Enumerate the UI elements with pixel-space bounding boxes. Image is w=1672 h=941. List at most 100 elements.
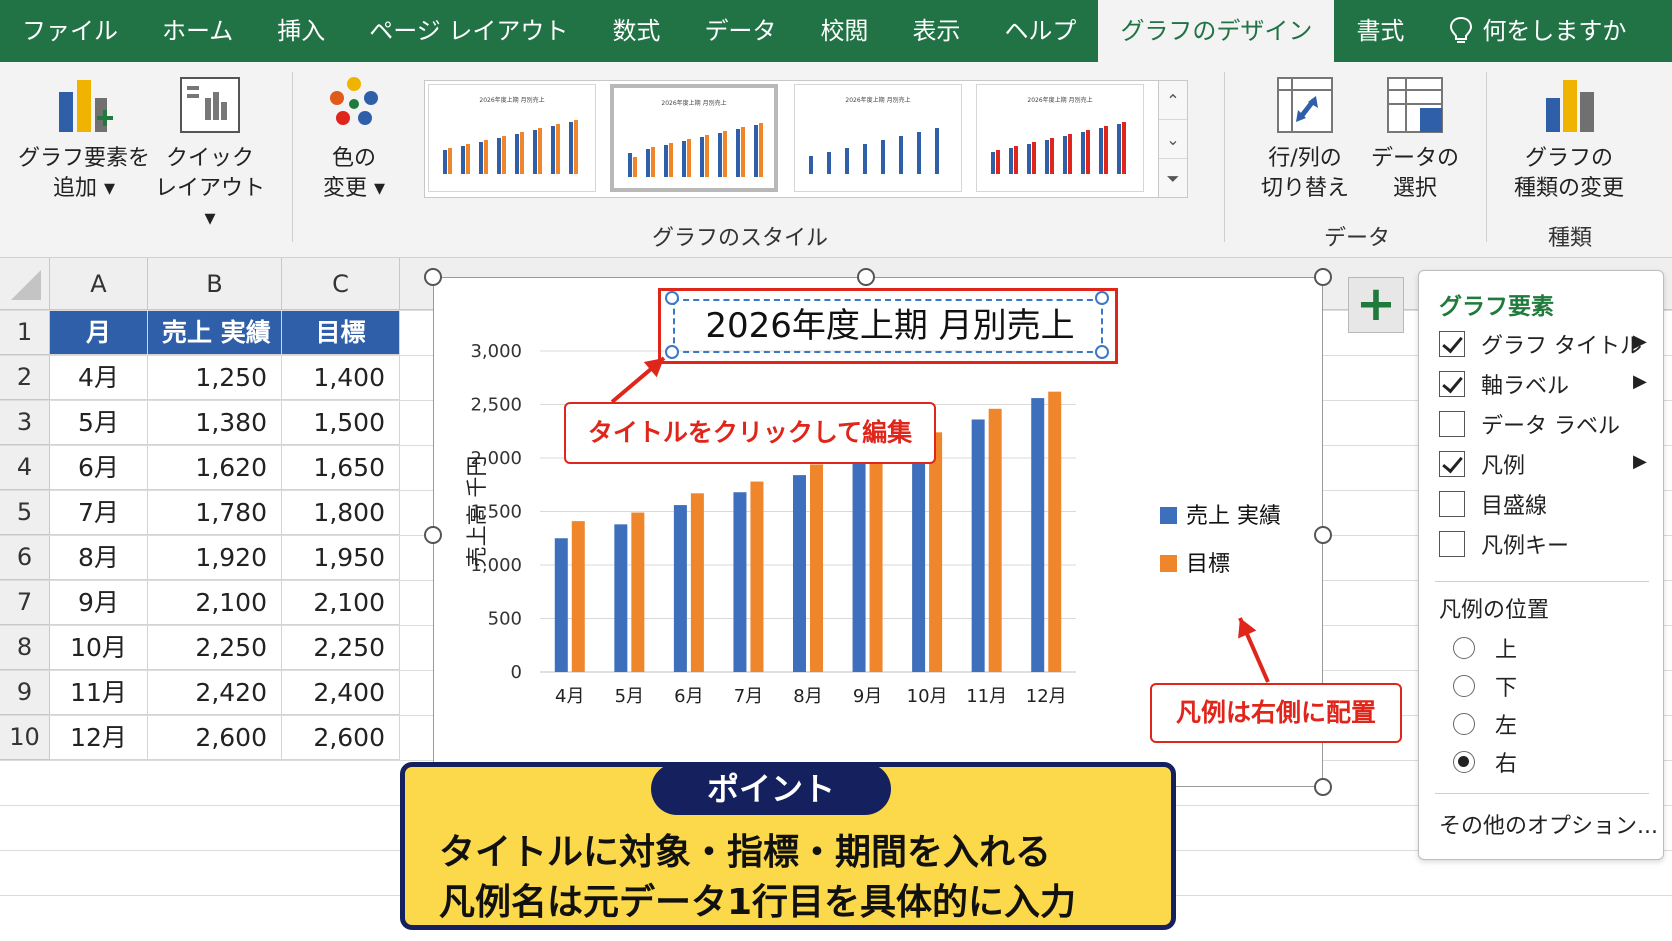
- table-cell[interactable]: 1,920: [148, 535, 282, 580]
- radio-button[interactable]: [1453, 675, 1475, 697]
- gallery-more-icon[interactable]: ⏷: [1166, 169, 1180, 188]
- row-header[interactable]: 8: [0, 625, 50, 670]
- checkbox[interactable]: [1439, 531, 1465, 557]
- tab-help[interactable]: ヘルプ: [1004, 17, 1077, 45]
- title-handle[interactable]: [1095, 291, 1109, 305]
- legend-position-option[interactable]: 下: [1453, 671, 1517, 701]
- quick-layout-button[interactable]: クイック レイアウト ▾: [150, 72, 270, 234]
- submenu-arrow-icon[interactable]: ▶: [1633, 451, 1647, 472]
- chart-resize-handle[interactable]: [1314, 778, 1332, 796]
- title-handle[interactable]: [665, 291, 679, 305]
- title-handle[interactable]: [1095, 345, 1109, 359]
- chart-resize-handle[interactable]: [857, 268, 875, 286]
- legend-position-option[interactable]: 上: [1453, 633, 1517, 663]
- tab-insert[interactable]: 挿入: [277, 17, 326, 45]
- table-cell[interactable]: 2,100: [282, 580, 400, 625]
- radio-button[interactable]: [1453, 637, 1475, 659]
- chart-title-selection[interactable]: 2026年度上期 月別売上: [673, 299, 1103, 353]
- table-cell[interactable]: 1,800: [282, 490, 400, 535]
- row-header[interactable]: 6: [0, 535, 50, 580]
- checkbox[interactable]: [1439, 411, 1465, 437]
- table-cell[interactable]: 2,420: [148, 670, 282, 715]
- row-header[interactable]: 1: [0, 310, 50, 355]
- table-cell[interactable]: 1,620: [148, 445, 282, 490]
- tab-format[interactable]: 書式: [1356, 17, 1405, 45]
- select-data-button[interactable]: データの 選択: [1362, 72, 1468, 204]
- row-header[interactable]: 5: [0, 490, 50, 535]
- table-cell[interactable]: 4月: [50, 355, 148, 400]
- radio-button[interactable]: [1453, 751, 1475, 773]
- header-cell[interactable]: 売上 実績: [148, 310, 282, 355]
- header-cell[interactable]: 目標: [282, 310, 400, 355]
- chart-style-thumb-2[interactable]: 2026年度上期 月別売上: [610, 84, 778, 192]
- table-cell[interactable]: 5月: [50, 400, 148, 445]
- tell-me-search[interactable]: 何をしますか: [1426, 0, 1648, 62]
- table-cell[interactable]: 2,250: [282, 625, 400, 670]
- pane-item[interactable]: グラフ タイトル: [1439, 329, 1642, 359]
- chart-resize-handle[interactable]: [1314, 268, 1332, 286]
- pane-item[interactable]: 凡例: [1439, 449, 1525, 479]
- row-header[interactable]: 4: [0, 445, 50, 490]
- checkbox[interactable]: [1439, 371, 1465, 397]
- chart-style-thumb-3[interactable]: 2026年度上期 月別売上: [794, 84, 962, 192]
- table-cell[interactable]: 6月: [50, 445, 148, 490]
- row-header[interactable]: 3: [0, 400, 50, 445]
- table-cell[interactable]: 1,380: [148, 400, 282, 445]
- tab-data[interactable]: データ: [704, 17, 777, 45]
- table-cell[interactable]: 1,780: [148, 490, 282, 535]
- table-cell[interactable]: 1,950: [282, 535, 400, 580]
- table-cell[interactable]: 11月: [50, 670, 148, 715]
- chart-style-thumb-1[interactable]: 2026年度上期 月別売上: [428, 84, 596, 192]
- chart-style-thumb-4[interactable]: 2026年度上期 月別売上: [976, 84, 1144, 192]
- change-chart-type-button[interactable]: グラフの 種類の変更: [1502, 72, 1636, 204]
- table-cell[interactable]: 2,250: [148, 625, 282, 670]
- gallery-up-icon[interactable]: ⌃: [1159, 81, 1187, 120]
- column-header-b[interactable]: B: [148, 258, 282, 310]
- row-header[interactable]: 9: [0, 670, 50, 715]
- chart-title[interactable]: 2026年度上期 月別売上: [705, 306, 1075, 346]
- table-cell[interactable]: 2,100: [148, 580, 282, 625]
- submenu-arrow-icon[interactable]: ▶: [1633, 331, 1647, 352]
- radio-button[interactable]: [1453, 713, 1475, 735]
- checkbox[interactable]: [1439, 491, 1465, 517]
- row-header[interactable]: 10: [0, 715, 50, 760]
- table-cell[interactable]: 1,400: [282, 355, 400, 400]
- submenu-arrow-icon[interactable]: ▶: [1633, 371, 1647, 392]
- checkbox[interactable]: [1439, 331, 1465, 357]
- tab-view[interactable]: 表示: [912, 17, 961, 45]
- add-chart-element-button[interactable]: グラフ要素を 追加 ▾: [14, 72, 154, 204]
- table-cell[interactable]: 2,400: [282, 670, 400, 715]
- table-cell[interactable]: 1,500: [282, 400, 400, 445]
- legend-position-option[interactable]: 左: [1453, 709, 1517, 739]
- table-cell[interactable]: 8月: [50, 535, 148, 580]
- chart-elements-plus-button[interactable]: +: [1348, 277, 1404, 333]
- gallery-down-icon[interactable]: ⌄: [1159, 120, 1187, 159]
- chart-resize-handle[interactable]: [424, 268, 442, 286]
- change-colors-button[interactable]: 色の 変更 ▾: [306, 72, 402, 204]
- tab-page-layout[interactable]: ページ レイアウト: [369, 17, 569, 45]
- title-handle[interactable]: [665, 345, 679, 359]
- table-cell[interactable]: 2,600: [148, 715, 282, 760]
- pane-item[interactable]: 目盛線: [1439, 489, 1547, 519]
- legend-position-option[interactable]: 右: [1453, 747, 1517, 777]
- header-cell[interactable]: 月: [50, 310, 148, 355]
- row-header[interactable]: 7: [0, 580, 50, 625]
- checkbox[interactable]: [1439, 451, 1465, 477]
- tab-review[interactable]: 校閲: [820, 17, 869, 45]
- tab-home[interactable]: ホーム: [162, 17, 234, 45]
- table-cell[interactable]: 10月: [50, 625, 148, 670]
- chart-resize-handle[interactable]: [424, 526, 442, 544]
- tab-formulas[interactable]: 数式: [612, 17, 661, 45]
- select-all-corner[interactable]: [0, 258, 50, 310]
- table-cell[interactable]: 2,600: [282, 715, 400, 760]
- chart-resize-handle[interactable]: [1314, 526, 1332, 544]
- table-cell[interactable]: 1,650: [282, 445, 400, 490]
- row-header[interactable]: 2: [0, 355, 50, 400]
- table-cell[interactable]: 1,250: [148, 355, 282, 400]
- tab-chart-design[interactable]: グラフのデザイン: [1098, 0, 1335, 62]
- table-cell[interactable]: 9月: [50, 580, 148, 625]
- switch-row-column-button[interactable]: 行/列の 切り替え: [1250, 72, 1360, 204]
- pane-item[interactable]: 凡例キー: [1439, 529, 1569, 559]
- chart-area[interactable]: 0 500 1,000 1,500 2,000 2,500 3,000 売上高 千円 4月 5月 6…: [433, 277, 1402, 787]
- tab-file[interactable]: ファイル: [22, 17, 118, 45]
